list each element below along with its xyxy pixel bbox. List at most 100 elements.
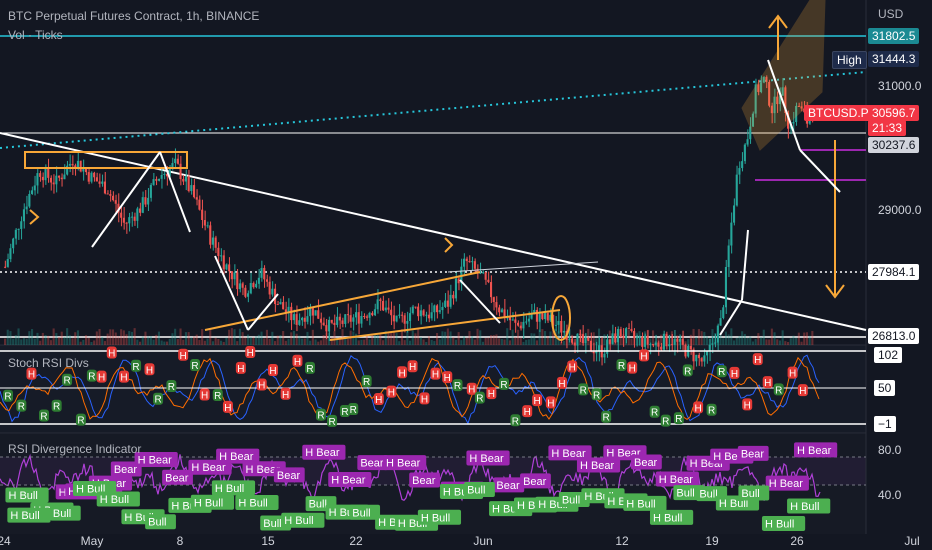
volume-bar xyxy=(784,341,787,345)
candle-body xyxy=(257,277,260,284)
h-marker: H xyxy=(545,396,556,409)
x-tick-jul: Jul xyxy=(904,534,920,548)
svg-text:H: H xyxy=(421,394,428,405)
volume-bar xyxy=(689,334,692,345)
candle-body xyxy=(414,306,417,308)
candle-body xyxy=(22,209,25,222)
candle-body xyxy=(711,343,714,345)
candle-body xyxy=(201,209,204,220)
x-tick-24: 24 xyxy=(0,534,11,548)
volume-bar xyxy=(452,337,455,345)
volume-bar xyxy=(174,328,177,345)
volume-bar xyxy=(44,335,47,345)
svg-text:R: R xyxy=(708,406,715,417)
svg-text:H: H xyxy=(744,400,751,411)
volume-bar xyxy=(630,338,633,345)
volume-bar xyxy=(112,329,115,345)
candle-body xyxy=(527,318,530,322)
volume-bar xyxy=(14,335,17,345)
h-marker: H xyxy=(419,392,430,405)
candle-body xyxy=(411,306,414,314)
volume-bar xyxy=(492,335,495,345)
volume-bar xyxy=(12,338,15,345)
svg-text:H Bear: H Bear xyxy=(331,474,366,486)
candle-body xyxy=(784,87,787,113)
candle-body xyxy=(436,305,439,313)
h-marker: H xyxy=(235,361,246,375)
candle-body xyxy=(670,344,673,346)
candle-body xyxy=(333,322,336,325)
candle-body xyxy=(252,283,255,288)
candle-body xyxy=(427,314,430,319)
volume-bar xyxy=(700,331,703,345)
svg-text:Bear: Bear xyxy=(634,457,658,469)
svg-text:H Bear: H Bear xyxy=(305,447,340,459)
candle-body xyxy=(373,309,376,316)
svg-text:R: R xyxy=(191,361,198,372)
volume-bar xyxy=(387,332,390,345)
candle-body xyxy=(454,278,457,299)
svg-text:H: H xyxy=(799,386,806,397)
candle-body xyxy=(141,197,144,213)
white-swing-line xyxy=(159,151,191,233)
volume-bar xyxy=(795,337,798,345)
candle-body xyxy=(746,139,749,145)
volume-bar xyxy=(9,331,12,345)
candle-body xyxy=(41,176,44,181)
svg-text:R: R xyxy=(350,405,357,416)
candle-body xyxy=(800,106,803,109)
candle-body xyxy=(692,349,695,362)
svg-text:Bull: Bull xyxy=(699,489,717,501)
y-tick-29000: 29000.0 xyxy=(878,203,922,217)
volume-bar xyxy=(95,331,98,345)
volume-bar xyxy=(711,329,714,345)
h-marker: H xyxy=(729,366,740,380)
candle-body xyxy=(433,305,436,313)
white-thin-line xyxy=(447,261,599,273)
svg-text:Bear: Bear xyxy=(741,448,765,460)
svg-text:R: R xyxy=(214,391,221,402)
volume-bar xyxy=(176,339,179,345)
candle-body xyxy=(525,321,528,323)
candle-body xyxy=(25,206,28,210)
volume-bar xyxy=(449,331,452,345)
candle-body xyxy=(549,314,552,321)
h-marker: H xyxy=(280,387,291,401)
svg-text:H Bull: H Bull xyxy=(421,512,450,524)
svg-text:H: H xyxy=(224,403,231,414)
volume-bar xyxy=(274,341,277,345)
candle-body xyxy=(160,174,163,179)
candle-body xyxy=(217,247,220,257)
candle-body xyxy=(722,307,725,319)
r-marker: R xyxy=(339,404,350,418)
high-value-tag: 31444.3 xyxy=(868,51,920,67)
orange-arrowhead-up xyxy=(768,14,788,29)
volume-bar xyxy=(122,330,125,345)
volume-bar xyxy=(400,329,403,345)
volume-bar xyxy=(670,331,673,345)
h-marker: H xyxy=(556,376,567,390)
bear-divergence-tag: Bear xyxy=(273,467,305,483)
volume-bar xyxy=(306,331,309,345)
volume-bar xyxy=(633,332,636,345)
volume-bar xyxy=(592,332,595,345)
volume-bar xyxy=(244,337,247,345)
candle-body xyxy=(44,167,47,181)
candle-body xyxy=(371,312,374,316)
svg-text:Bull: Bull xyxy=(53,508,71,520)
volume-bar xyxy=(333,331,336,345)
svg-text:H: H xyxy=(695,403,702,414)
candle-body xyxy=(76,160,79,169)
candle-body xyxy=(174,158,177,164)
x-tick-jun: Jun xyxy=(473,534,493,548)
candle-body xyxy=(735,174,738,206)
volume-bar xyxy=(152,339,155,345)
candle-body xyxy=(611,333,614,344)
volume-bar xyxy=(692,328,695,345)
volume-bar xyxy=(292,330,295,345)
svg-text:H: H xyxy=(269,366,276,377)
candle-body xyxy=(182,178,185,182)
candle-body xyxy=(546,313,549,321)
volume-bar xyxy=(130,331,133,345)
